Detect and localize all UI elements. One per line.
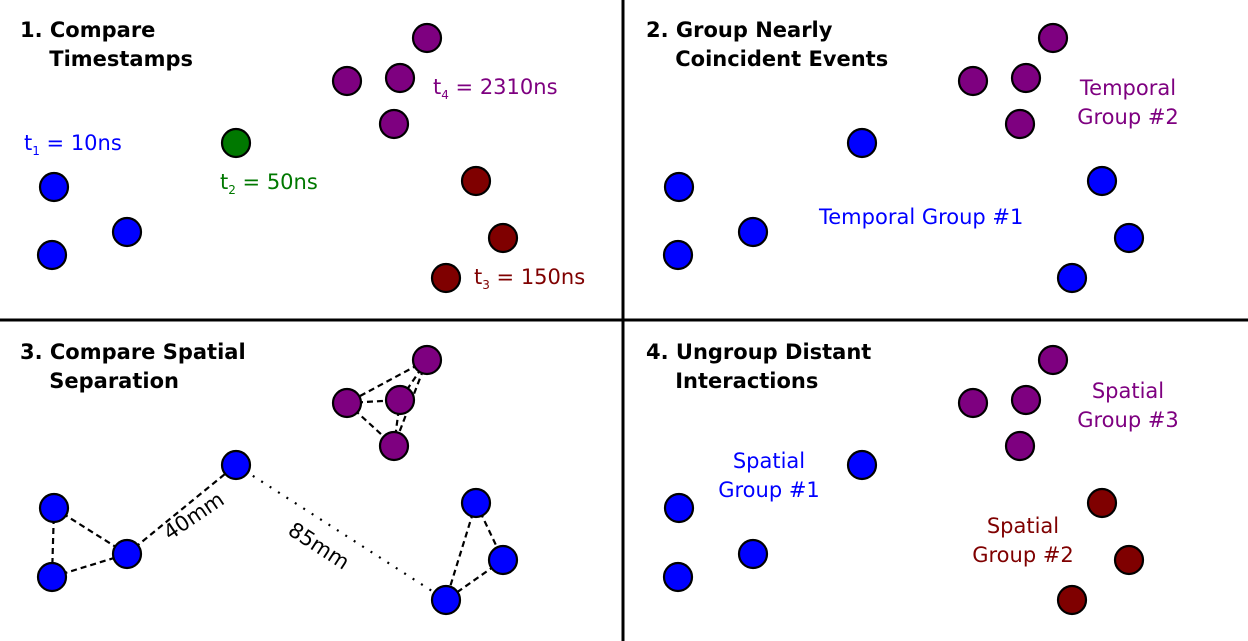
t2-label: t2 = 50ns: [220, 168, 318, 205]
purple-event-node: [1010, 384, 1042, 416]
dashed-connection: [392, 399, 402, 447]
blue-event-node: [663, 171, 695, 203]
purple-event-node: [384, 62, 416, 94]
purple-event-node: [378, 108, 410, 140]
panel-title: 1. Compare Timestamps: [20, 18, 194, 71]
darkred-event-node: [1086, 487, 1118, 519]
t3-label-base: t: [474, 265, 483, 289]
purple-event-node: [957, 65, 989, 97]
temporal-group-1-label: Temporal Group #1: [819, 205, 1024, 229]
purple-event-node: [378, 430, 410, 462]
darkred-event-node: [1113, 544, 1145, 576]
t1-label-sub: 1: [32, 144, 40, 158]
blue-event-node: [430, 584, 462, 616]
t1-label: t1 = 10ns: [24, 129, 122, 166]
purple-event-node: [1037, 344, 1069, 376]
blue-event-node: [111, 538, 143, 570]
t3-label-sub: 3: [482, 278, 490, 292]
dashed-connection: [126, 464, 237, 555]
t2-label-base: t: [220, 170, 229, 194]
blue-event-node: [460, 487, 492, 519]
blue-event-node: [737, 216, 769, 248]
blue-event-node: [1086, 165, 1118, 197]
event-nodes: [36, 22, 1145, 616]
blue-event-node: [846, 449, 878, 481]
dashed-connection: [346, 359, 428, 404]
purple-event-node: [1010, 62, 1042, 94]
panel-title: 3. Compare Spatial Separation: [20, 340, 246, 393]
blue-event-node: [662, 561, 694, 593]
t4-label-base: t: [433, 75, 442, 99]
t1-label-rest: = 10ns: [39, 131, 122, 155]
blue-event-node: [111, 216, 143, 248]
blue-event-node: [1113, 222, 1145, 254]
dashed-connection: [444, 502, 478, 601]
t3-label: t3 = 150ns: [474, 263, 585, 300]
temporal-group-2-label: Temporal Group #2: [1077, 76, 1179, 129]
blue-event-node: [662, 239, 694, 271]
dotted-separation-line: [235, 464, 447, 601]
blue-event-node: [487, 544, 519, 576]
darkred-event-node: [1056, 584, 1088, 616]
spatial-group-3-label: Spatial Group #3: [1077, 379, 1179, 432]
blue-event-node: [846, 127, 878, 159]
blue-event-node: [38, 492, 70, 524]
blue-event-node: [36, 239, 68, 271]
panel-title: 2. Group Nearly Coincident Events: [646, 18, 889, 71]
spatial-group-1-label: Spatial Group #1: [718, 449, 820, 502]
spatial-group-2-label: Spatial Group #2: [972, 514, 1074, 567]
purple-event-node: [384, 384, 416, 416]
purple-event-node: [1037, 22, 1069, 54]
t4-label-rest: = 2310ns: [448, 75, 558, 99]
blue-event-node: [38, 171, 70, 203]
t3-label-rest: = 150ns: [489, 265, 586, 289]
purple-event-node: [1004, 108, 1036, 140]
purple-event-node: [411, 344, 443, 376]
t1-label-base: t: [24, 131, 33, 155]
darkred-event-node: [487, 222, 519, 254]
purple-event-node: [331, 65, 363, 97]
purple-event-node: [957, 387, 989, 419]
blue-event-node: [1056, 262, 1088, 294]
t4-label-sub: 4: [441, 88, 449, 102]
blue-event-node: [220, 449, 252, 481]
t2-label-rest: = 50ns: [235, 170, 318, 194]
blue-event-node: [663, 492, 695, 524]
darkred-event-node: [430, 262, 462, 294]
blue-event-node: [737, 538, 769, 570]
purple-event-node: [331, 387, 363, 419]
purple-event-node: [1004, 430, 1036, 462]
purple-event-node: [411, 22, 443, 54]
green-event-node: [220, 127, 252, 159]
t4-label: t4 = 2310ns: [433, 73, 558, 110]
darkred-event-node: [460, 165, 492, 197]
blue-event-node: [36, 561, 68, 593]
t2-label-sub: 2: [228, 183, 236, 197]
panel-title: 4. Ungroup Distant Interactions: [646, 340, 872, 393]
dashed-connection: [392, 359, 429, 447]
